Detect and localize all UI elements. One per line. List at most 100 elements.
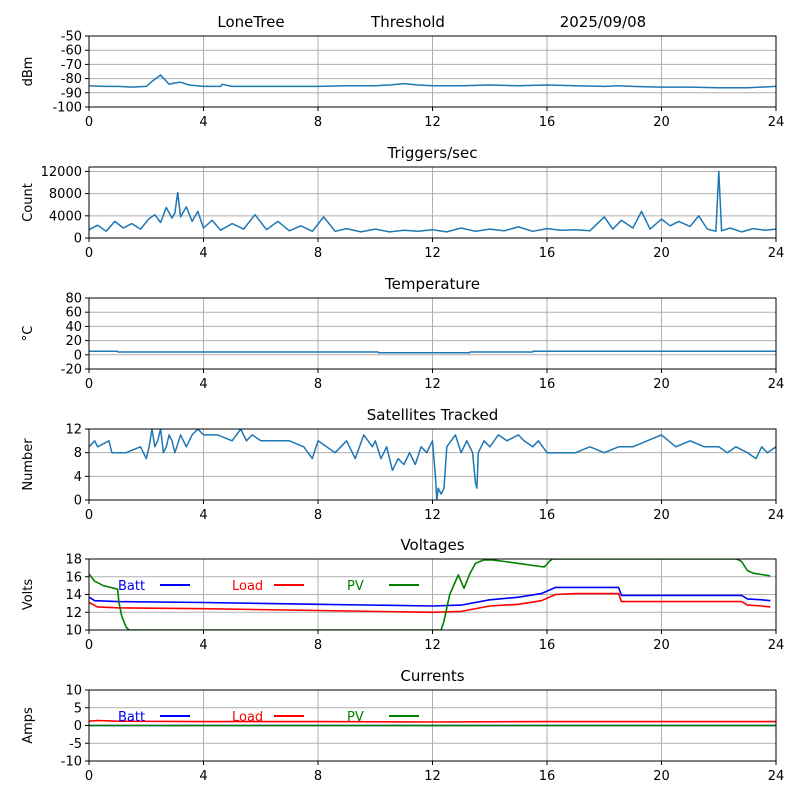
x-tick-label: 8 [314, 377, 322, 392]
chart-title: Currents [400, 667, 464, 685]
x-tick-label: 12 [424, 638, 441, 653]
x-tick-label: 20 [653, 638, 670, 653]
header-date: 2025/09/08 [560, 13, 646, 31]
x-tick-label: 4 [199, 508, 207, 523]
series-line-voltages-0 [89, 586, 771, 607]
y-tick-label: 0 [74, 232, 82, 247]
y-tick-label: 0 [74, 719, 82, 734]
y-tick-label: 4 [74, 470, 82, 485]
y-tick-label: 5 [74, 701, 82, 716]
y-tick-label: 14 [65, 588, 82, 603]
y-tick-label: 20 [65, 334, 82, 349]
x-tick-label: 16 [539, 638, 556, 653]
x-tick-label: 12 [424, 115, 441, 130]
y-tick-label: 8000 [49, 187, 82, 202]
chart-triggers: 0 4 8 12 16 20 24 0 4000 8000 12000 Triggers/sec Cou… [21, 144, 784, 261]
chart-title: Triggers/sec [387, 144, 478, 162]
chart-currents: 0 4 8 12 16 20 24 -10 -5 0 5 10 Currents Amps Batt Load… [21, 667, 784, 784]
x-tick-label: 24 [768, 769, 785, 784]
chart-voltages: 0 4 8 12 16 20 24 10 12 14 16 18 Voltages Volts Batt Lo… [21, 536, 784, 653]
y-axis-label: °C [21, 326, 36, 342]
y-tick-label: 4000 [49, 209, 82, 224]
y-axis-label: dBm [21, 57, 36, 87]
x-tick-label: 20 [653, 377, 670, 392]
y-tick-label: -20 [61, 363, 82, 378]
series-line-currents-1 [89, 719, 776, 723]
y-tick-label: 10 [65, 684, 82, 699]
x-tick-label: 20 [653, 769, 670, 784]
x-tick-label: 0 [85, 508, 93, 523]
y-tick-label: 0 [74, 348, 82, 363]
y-tick-label: 0 [74, 494, 82, 509]
x-tick-label: 16 [539, 246, 556, 261]
y-tick-label: -60 [61, 44, 82, 59]
x-tick-label: 16 [539, 769, 556, 784]
series-line-temperature-0 [89, 350, 776, 354]
x-tick-label: 0 [85, 377, 93, 392]
y-tick-label: -10 [61, 755, 82, 770]
x-tick-label: 12 [424, 769, 441, 784]
chart-title: Voltages [400, 536, 464, 554]
y-tick-label: -100 [52, 101, 82, 116]
series-line-voltages-2 [89, 559, 771, 630]
legend-label: Load [232, 710, 263, 725]
x-tick-label: 12 [424, 377, 441, 392]
x-tick-label: 0 [85, 115, 93, 130]
x-tick-label: 16 [539, 377, 556, 392]
y-tick-label: 12 [65, 606, 82, 621]
y-tick-label: 8 [74, 446, 82, 461]
x-tick-label: 8 [314, 246, 322, 261]
x-tick-label: 8 [314, 508, 322, 523]
x-tick-label: 20 [653, 115, 670, 130]
series-line-triggers-0 [89, 170, 776, 233]
y-tick-label: 12000 [41, 165, 82, 180]
y-tick-label: -5 [69, 737, 82, 752]
y-tick-label: 18 [65, 553, 82, 568]
x-tick-label: 12 [424, 508, 441, 523]
x-tick-label: 24 [768, 377, 785, 392]
x-tick-label: 24 [768, 246, 785, 261]
x-tick-label: 8 [314, 115, 322, 130]
y-axis-label: Volts [21, 579, 36, 611]
y-tick-label: -90 [61, 86, 82, 101]
legend-label: PV [347, 579, 364, 594]
y-tick-label: 10 [65, 624, 82, 639]
x-tick-label: 0 [85, 638, 93, 653]
y-tick-label: 40 [65, 320, 82, 335]
x-tick-label: 4 [199, 638, 207, 653]
x-tick-label: 0 [85, 769, 93, 784]
chart-title: Satellites Tracked [367, 406, 498, 424]
x-tick-label: 4 [199, 377, 207, 392]
header-site: LoneTree [217, 13, 284, 31]
x-tick-label: 20 [653, 508, 670, 523]
x-tick-label: 4 [199, 769, 207, 784]
series-line-rssi-0 [89, 74, 776, 89]
legend-label: Batt [118, 579, 145, 594]
y-axis-label: Count [21, 183, 36, 222]
y-tick-label: 80 [65, 292, 82, 307]
x-tick-label: 24 [768, 508, 785, 523]
y-tick-label: -70 [61, 58, 82, 73]
chart-title: Temperature [384, 275, 480, 293]
legend-label: Load [232, 579, 263, 594]
x-tick-label: 4 [199, 246, 207, 261]
y-tick-label: 16 [65, 570, 82, 585]
y-tick-label: -80 [61, 72, 82, 87]
y-tick-label: 60 [65, 306, 82, 321]
x-tick-label: 12 [424, 246, 441, 261]
x-tick-label: 8 [314, 638, 322, 653]
legend-label: PV [347, 710, 364, 725]
x-tick-label: 0 [85, 246, 93, 261]
series-line-voltages-1 [89, 592, 771, 614]
x-tick-label: 4 [199, 115, 207, 130]
chart-satellites: 0 4 8 12 16 20 24 0 4 8 12 Satellites Tracked Number [21, 406, 784, 523]
series-line-satellites-0 [89, 429, 776, 500]
y-axis-label: Number [21, 438, 36, 491]
y-tick-label: 12 [65, 423, 82, 438]
chart-rssi: 0 4 8 12 16 20 24 -100-90-80-70-60-50 dBm [21, 30, 784, 131]
x-tick-label: 16 [539, 115, 556, 130]
y-axis-label: Amps [21, 707, 36, 744]
x-tick-label: 8 [314, 769, 322, 784]
